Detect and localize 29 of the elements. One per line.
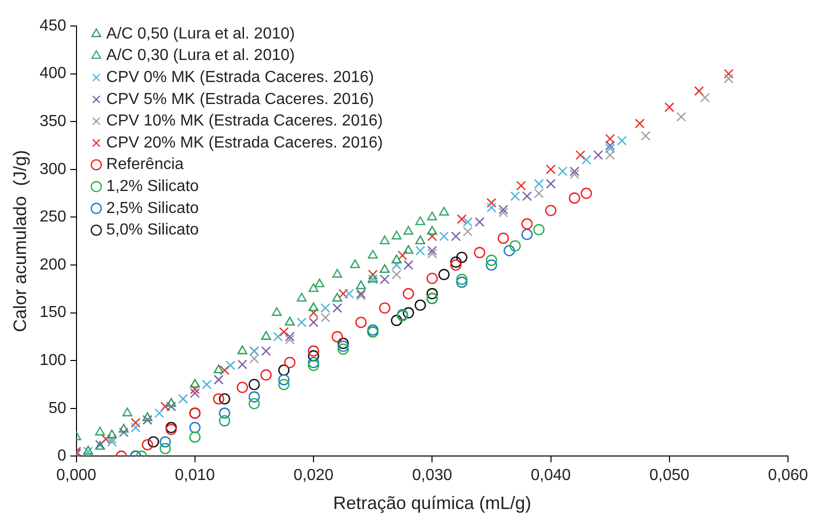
- legend-label: CPV 0% MK (Estrada Caceres. 2016): [106, 69, 374, 86]
- x-tick-label: 0,020: [294, 467, 334, 484]
- legend-label: 1,2% Silicato: [106, 178, 199, 196]
- legend-label: CPV 5% MK (Estrada Caceres. 2016): [106, 90, 374, 108]
- y-tick-label: 50: [48, 400, 66, 417]
- legend-label: CPV 10% MK (Estrada Caceres. 2016): [106, 112, 383, 130]
- legend-label: CPV 20% MK (Estrada Caceres. 2016): [106, 134, 383, 152]
- y-tick-label: 300: [40, 160, 66, 178]
- y-tick-label: 150: [40, 304, 66, 322]
- y-tick-label: 350: [40, 113, 66, 130]
- x-tick-label: 0,060: [768, 467, 808, 484]
- y-tick-label: 0: [57, 448, 66, 465]
- legend-label: 5,0% Silicato: [106, 222, 199, 239]
- legend-label: 2,5% Silicato: [106, 200, 199, 217]
- y-tick-label: 200: [40, 256, 66, 274]
- y-tick-label: 400: [40, 65, 66, 82]
- x-tick-label: 0,000: [56, 467, 96, 484]
- legend-label: A/C 0,30 (Lura et al. 2010): [106, 47, 295, 64]
- y-tick-label: 250: [40, 208, 66, 226]
- x-axis-title: Retração química (mL/g): [333, 493, 532, 514]
- x-tick-label: 0,010: [174, 467, 216, 484]
- y-tick-label: 100: [40, 352, 66, 370]
- x-tick-label: 0,050: [649, 467, 690, 484]
- x-tick-label: 0,030: [412, 467, 452, 484]
- y-tick-label: 450: [40, 17, 66, 34]
- y-axis-title: Calor acumulado (J/g): [10, 150, 30, 332]
- legend-label: A/C 0,50 (Lura et al. 2010): [106, 25, 295, 42]
- x-tick-label: 0,040: [530, 467, 571, 484]
- legend-label: Referência: [106, 156, 184, 174]
